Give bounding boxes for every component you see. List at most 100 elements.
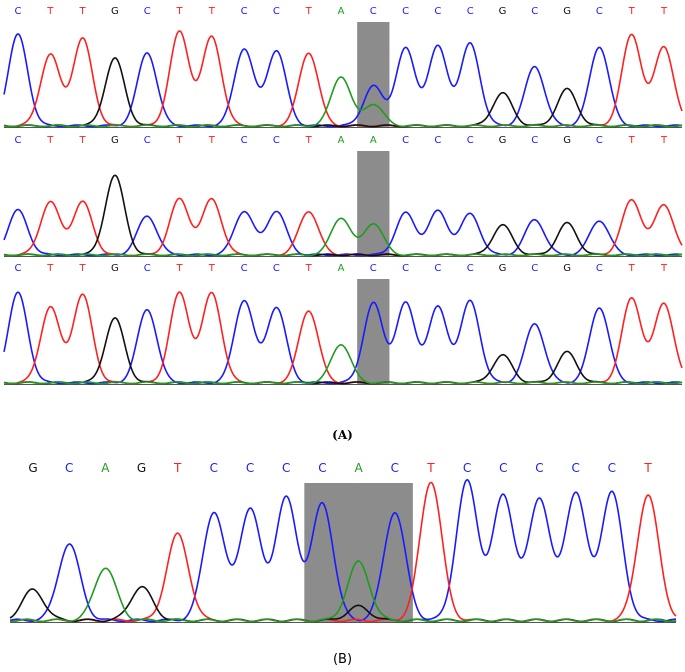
trace-channel-a: [3, 343, 683, 385]
base-call-label: C: [144, 263, 151, 274]
base-call-label: C: [467, 263, 474, 274]
base-call-label: C: [273, 135, 280, 146]
base-call-label: G: [137, 461, 146, 475]
base-call-label: T: [46, 6, 54, 17]
trace-channel-g: [3, 317, 683, 385]
base-call-label: C: [434, 6, 441, 17]
base-call-label: T: [660, 135, 668, 146]
base-call-label: C: [273, 6, 280, 17]
base-call-label: T: [79, 135, 87, 146]
base-call-label: G: [111, 6, 119, 17]
base-call-label: C: [571, 461, 579, 475]
base-call-label: C: [434, 135, 441, 146]
base-call-label: C: [15, 135, 22, 146]
base-call-label: G: [111, 135, 119, 146]
base-call-label: G: [563, 135, 571, 146]
base-call-label: C: [370, 263, 377, 274]
base-call-label: A: [354, 461, 363, 475]
variant-highlight: [357, 279, 390, 385]
variant-highlight: [357, 22, 390, 128]
base-call-label: C: [65, 461, 73, 475]
base-call-label: T: [173, 461, 182, 475]
base-call-label: G: [499, 135, 507, 146]
variant-highlight: [357, 151, 390, 257]
base-call-label: G: [499, 6, 507, 17]
base-call-label: C: [596, 135, 603, 146]
base-call-label: C: [15, 263, 22, 274]
base-call-label: C: [402, 6, 409, 17]
base-call-label: T: [305, 135, 313, 146]
trace-channel-g: [3, 57, 683, 128]
base-call-label: T: [305, 263, 313, 274]
base-call-label: G: [563, 6, 571, 17]
base-call-label: T: [79, 263, 87, 274]
base-call-label: C: [241, 263, 248, 274]
base-call-label: C: [463, 461, 471, 475]
base-call-label: C: [391, 461, 399, 475]
base-call-label: T: [628, 6, 636, 17]
base-call-label: C: [467, 6, 474, 17]
base-call-label: C: [282, 461, 290, 475]
base-call-label: A: [338, 135, 345, 146]
base-call-label: C: [273, 263, 280, 274]
variant-highlight: [304, 483, 413, 623]
base-call-label: T: [175, 6, 183, 17]
base-call-label: T: [208, 263, 216, 274]
base-call-label: T: [175, 263, 183, 274]
trace-channel-g: [3, 174, 683, 257]
base-call-label: T: [208, 135, 216, 146]
base-call-label: T: [208, 6, 216, 17]
trace-channel-a: [9, 560, 677, 623]
base-call-label: C: [241, 135, 248, 146]
base-call-label: A: [101, 461, 110, 475]
base-call-label: A: [370, 135, 377, 146]
base-call-label: G: [563, 263, 571, 274]
base-call-label: T: [660, 263, 668, 274]
base-call-label: T: [46, 135, 54, 146]
base-call-label: T: [305, 6, 313, 17]
base-call-label: T: [628, 263, 636, 274]
base-call-label: T: [426, 461, 435, 475]
base-call-label: G: [28, 461, 37, 475]
base-call-label: C: [531, 263, 538, 274]
base-call-label: C: [318, 461, 326, 475]
base-call-label: C: [531, 6, 538, 17]
base-call-label: C: [144, 135, 151, 146]
trace-channel-a: [3, 217, 683, 257]
base-call-label: T: [79, 6, 87, 17]
base-call-label: C: [210, 461, 218, 475]
base-call-label: G: [111, 263, 119, 274]
base-call-label: C: [608, 461, 616, 475]
base-call-label: C: [246, 461, 254, 475]
base-call-label: C: [144, 6, 151, 17]
base-call-label: C: [434, 263, 441, 274]
base-call-label: C: [531, 135, 538, 146]
base-call-label: A: [338, 263, 345, 274]
base-call-label: T: [628, 135, 636, 146]
trace-channel-a: [3, 76, 683, 128]
base-call-label: C: [467, 135, 474, 146]
panel-a: C T T G C T T C C T A C C C C G C G C T T C T T G C T T C C T A A C C C G C G C…: [3, 6, 683, 385]
base-call-label: C: [535, 461, 543, 475]
panel-b-caption: (B): [332, 652, 353, 667]
base-call-label: C: [499, 461, 507, 475]
base-call-label: C: [402, 263, 409, 274]
base-call-label: C: [596, 263, 603, 274]
base-call-label: C: [241, 6, 248, 17]
base-call-label: C: [15, 6, 22, 17]
base-call-label: T: [46, 263, 54, 274]
base-call-label: G: [499, 263, 507, 274]
base-call-label: C: [402, 135, 409, 146]
base-call-label: T: [643, 461, 652, 475]
base-call-label: C: [370, 6, 377, 17]
panel-a-caption: (A): [332, 428, 353, 442]
base-call-label: C: [596, 6, 603, 17]
base-call-label: T: [175, 135, 183, 146]
base-call-label: A: [338, 6, 345, 17]
base-call-label: T: [660, 6, 668, 17]
